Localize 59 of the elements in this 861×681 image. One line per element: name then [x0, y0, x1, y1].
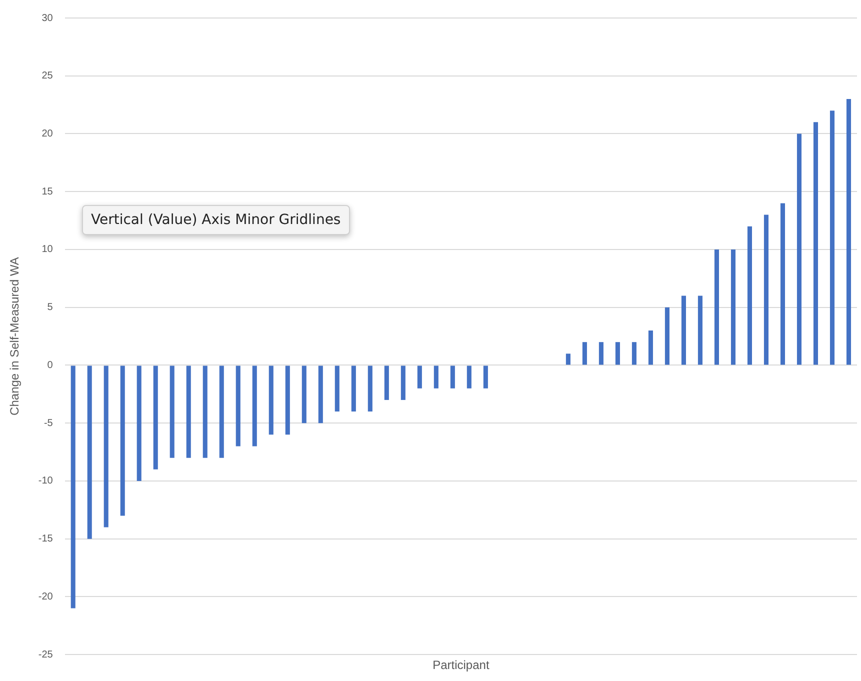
y-tick-label: -15	[38, 534, 54, 545]
bar	[698, 296, 702, 365]
bar	[780, 203, 786, 365]
bar	[384, 366, 389, 400]
y-tick-label: 10	[42, 244, 54, 256]
y-tick-label: -25	[38, 649, 54, 660]
bar	[104, 366, 108, 528]
bar	[136, 366, 142, 481]
bar	[268, 366, 274, 435]
bar	[681, 296, 686, 365]
bar	[483, 366, 488, 388]
bar	[153, 366, 158, 470]
bar	[648, 330, 653, 365]
y-tick-label: 15	[42, 186, 54, 198]
bar	[351, 366, 356, 412]
bar	[615, 342, 620, 365]
bar	[598, 342, 604, 365]
bar	[466, 366, 472, 388]
bar	[219, 366, 224, 458]
bar	[252, 366, 257, 446]
bar	[186, 366, 191, 458]
bar	[664, 307, 670, 365]
bar	[582, 342, 587, 365]
y-tick-label: 20	[42, 128, 54, 140]
bar	[170, 366, 174, 458]
bar	[450, 366, 455, 388]
bar	[318, 366, 323, 424]
y-axis-title: Change in Self-Measured WA	[8, 257, 22, 416]
y-tick-label: -5	[44, 418, 54, 429]
bar	[302, 366, 306, 424]
bar	[813, 122, 818, 365]
bar	[846, 99, 852, 365]
bar	[714, 249, 719, 365]
bar	[632, 342, 636, 365]
y-tick-label: 5	[47, 302, 54, 314]
bar	[796, 134, 802, 365]
bar	[120, 366, 125, 516]
bar	[285, 366, 290, 435]
bar	[400, 366, 406, 400]
bar	[70, 366, 76, 608]
y-tick-label: 25	[42, 70, 54, 82]
annotation: Vertical (Value) Axis Minor Gridlines	[82, 205, 350, 235]
bar	[747, 226, 752, 365]
bar	[87, 366, 92, 539]
y-tick-label: -10	[38, 476, 54, 487]
bar	[334, 366, 340, 412]
x-axis-title: Participant	[432, 658, 490, 672]
bar	[417, 366, 422, 388]
bar	[368, 366, 372, 412]
bar	[566, 354, 570, 365]
bar	[764, 214, 769, 365]
y-tick-label: -20	[38, 591, 54, 602]
bar	[434, 366, 438, 388]
bar	[236, 366, 240, 446]
y-tick-label: 30	[42, 12, 54, 24]
bar	[830, 110, 835, 365]
y-tick-label: 0	[47, 360, 54, 371]
bar	[202, 366, 208, 458]
bar	[730, 249, 736, 365]
